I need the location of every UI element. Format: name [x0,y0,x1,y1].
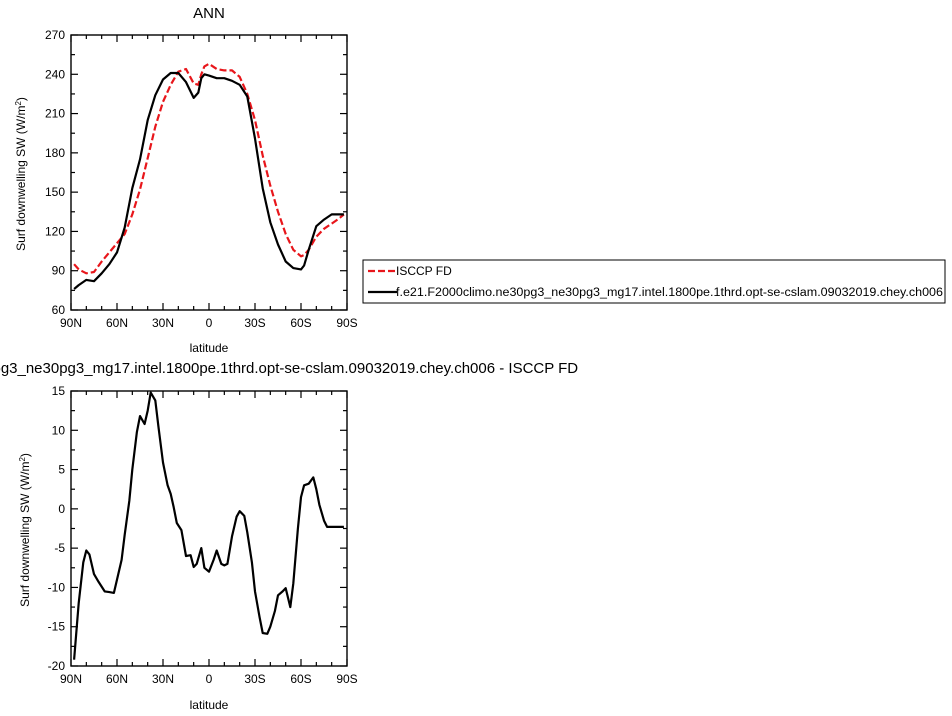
chart-top-y-tick-label: 180 [45,146,65,160]
chart-bottom: f.e21.F2000climo.ne30pg3_ne30pg3_mg17.in… [0,360,578,712]
chart-bottom-plot-area: 90N 60N 30N 0 30S 60S 90S -20 -15 -10 -5 0 5 10 15 [48,384,358,686]
chart-top-x-tick-label: 0 [206,316,213,330]
chart-top-y-tick-label: 270 [45,28,65,42]
chart-top-x-axis-label: latitude [190,341,229,355]
chart-top: ANN 90N 60N 30N 0 30S 60S 90S 60 90 120 150 180 210 2… [14,5,358,355]
chart-top-x-tick-label: 60N [106,316,128,330]
chart-bottom-y-tick-label: -5 [54,541,65,555]
chart-top-x-tick-label: 90S [336,316,357,330]
chart-top-x-tick-label: 60S [290,316,311,330]
legend-box [362,259,946,304]
chart-bottom-y-tick-label: 10 [52,423,66,437]
chart-top-y-tick-label: 60 [52,303,66,317]
chart-top-series-line-0 [73,62,345,275]
chart-bottom-y-axis-label: Surf downwelling SW (W/m2) [18,453,33,607]
chart-bottom-x-tick-label: 60N [106,672,128,686]
chart-top-x-tick-label: 30N [152,316,174,330]
chart-top-plot-area: 90N 60N 30N 0 30S 60S 90S 60 90 120 150 180 210 240 27… [45,28,358,330]
chart-top-y-tick-label: 150 [45,185,65,199]
legend-entry-isccp: ISCCP FD [396,264,452,278]
chart-bottom-y-tick-label: -10 [48,580,66,594]
chart-top-y-tick-label: 240 [45,67,65,81]
chart-bottom-x-tick-label: 30S [244,672,265,686]
chart-bottom-title: f.e21.F2000climo.ne30pg3_ne30pg3_mg17.in… [0,360,578,377]
chart-top-y-tick-label: 210 [45,107,65,121]
chart-top-x-tick-label: 30S [244,316,265,330]
chart-bottom-series-line-0 [73,391,344,660]
chart-bottom-x-tick-label: 30N [152,672,174,686]
chart-bottom-x-axis-label: latitude [190,698,229,712]
chart-bottom-y-tick-label: -15 [48,620,66,634]
chart-bottom-y-tick-label: 5 [58,463,65,477]
chart-bottom-y-tick-label: -20 [48,659,66,673]
chart-bottom-x-tick-label: 0 [206,672,213,686]
chart-top-title: ANN [193,5,225,22]
chart-top-legend: ISCCP FD f.e21.F2000climo.ne30pg3_ne30pg… [362,259,946,304]
chart-top-series-line-1 [73,71,344,290]
chart-top-y-tick-label: 90 [52,264,66,278]
chart-top-x-tick-label: 90N [60,316,82,330]
chart-top-y-tick-label: 120 [45,224,65,238]
chart-bottom-x-tick-label: 90S [336,672,357,686]
chart-bottom-y-tick-label: 0 [58,502,65,516]
legend-entry-model: f.e21.F2000climo.ne30pg3_ne30pg3_mg17.in… [396,287,943,299]
chart-top-y-axis-label: Surf downwelling SW (W/m2) [14,97,29,251]
chart-bottom-x-tick-label: 60S [290,672,311,686]
chart-bottom-frame [70,390,348,667]
chart-bottom-x-tick-label: 90N [60,672,82,686]
chart-bottom-y-tick-label: 15 [52,384,66,398]
